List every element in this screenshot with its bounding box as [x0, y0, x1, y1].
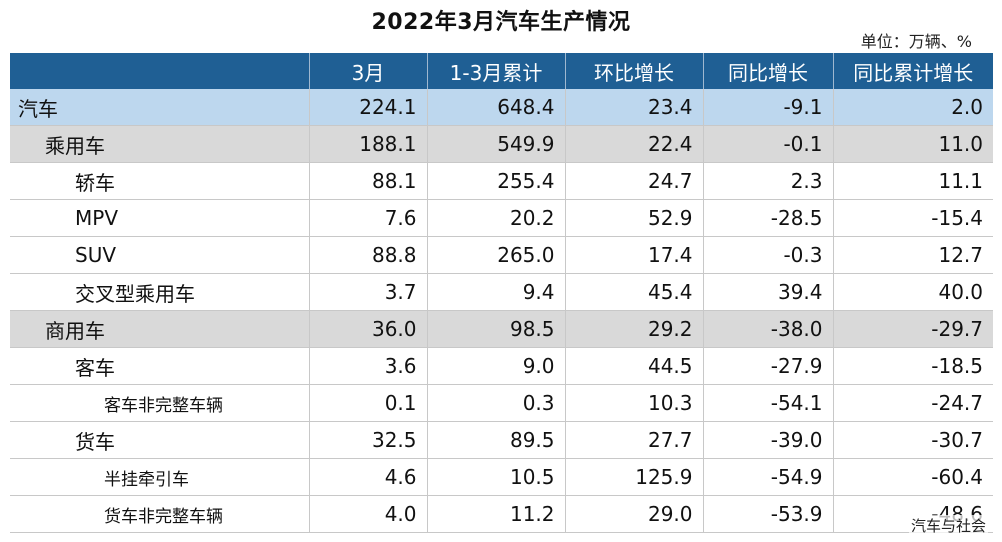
row-label: 汽车 [10, 89, 310, 126]
table-cell: 20.2 [427, 199, 566, 237]
table-cell: 11.2 [427, 495, 566, 533]
table-cell: -18.5 [833, 347, 993, 385]
row-label: 交叉型乘用车 [10, 273, 310, 311]
table-cell: -60.4 [833, 458, 993, 496]
page-title: 2022年3月汽车生产情况 [371, 10, 631, 35]
table-cell: -0.1 [703, 125, 834, 163]
row-label: 商用车 [10, 310, 310, 348]
column-header [10, 53, 310, 89]
row-label: 客车 [10, 347, 310, 385]
table-cell: 44.5 [565, 347, 704, 385]
table-cell: 3.6 [309, 347, 428, 385]
table-cell: -30.7 [833, 421, 993, 459]
production-table: 3月 1-3月累计 环比增长 同比增长 同比累计增长 汽车 224.1 648.… [10, 53, 993, 533]
table-cell: 29.2 [565, 310, 704, 348]
table-cell: -38.0 [703, 310, 834, 348]
table-row: 货车非完整车辆 4.0 11.2 29.0 -53.9 -48.6 [10, 495, 993, 533]
table-cell: -0.3 [703, 236, 834, 274]
source-watermark: 汽车与社会 [908, 515, 988, 536]
table-cell: -54.9 [703, 458, 834, 496]
column-header: 同比增长 [703, 53, 834, 89]
row-label: 乘用车 [10, 125, 310, 163]
table-row: 货车 32.5 89.5 27.7 -39.0 -30.7 [10, 421, 993, 459]
table-cell: 3.7 [309, 273, 428, 311]
table-cell: 17.4 [565, 236, 704, 274]
table-cell: 4.0 [309, 495, 428, 533]
table-cell: 29.0 [565, 495, 704, 533]
table-cell: 52.9 [565, 199, 704, 237]
table-cell: 11.1 [833, 162, 993, 200]
row-label: SUV [10, 236, 310, 274]
table-cell: 125.9 [565, 458, 704, 496]
column-header: 1-3月累计 [427, 53, 566, 89]
table-cell: 0.1 [309, 384, 428, 422]
table-header-row: 3月 1-3月累计 环比增长 同比增长 同比累计增长 [10, 53, 993, 89]
table-cell: 10.5 [427, 458, 566, 496]
table-cell: 11.0 [833, 125, 993, 163]
table-cell: 549.9 [427, 125, 566, 163]
table-cell: 224.1 [309, 89, 428, 126]
table-cell: -9.1 [703, 89, 834, 126]
table-cell: -53.9 [703, 495, 834, 533]
column-header: 3月 [309, 53, 428, 89]
table-row: 半挂牵引车 4.6 10.5 125.9 -54.9 -60.4 [10, 458, 993, 496]
column-header: 同比累计增长 [833, 53, 993, 89]
table-cell: -27.9 [703, 347, 834, 385]
table-row: 商用车 36.0 98.5 29.2 -38.0 -29.7 [10, 310, 993, 348]
table-cell: 9.4 [427, 273, 566, 311]
table-cell: -15.4 [833, 199, 993, 237]
row-label: 客车非完整车辆 [10, 384, 310, 422]
table-cell: 265.0 [427, 236, 566, 274]
table-cell: 2.0 [833, 89, 993, 126]
table-cell: -54.1 [703, 384, 834, 422]
table-cell: 36.0 [309, 310, 428, 348]
table-cell: 39.4 [703, 273, 834, 311]
table-cell: 22.4 [565, 125, 704, 163]
table-row: 乘用车 188.1 549.9 22.4 -0.1 11.0 [10, 125, 993, 163]
column-header: 环比增长 [565, 53, 704, 89]
table-cell: -29.7 [833, 310, 993, 348]
table-cell: 188.1 [309, 125, 428, 163]
table-cell: 12.7 [833, 236, 993, 274]
table-cell: 10.3 [565, 384, 704, 422]
table-cell: 89.5 [427, 421, 566, 459]
row-label: 货车非完整车辆 [10, 495, 310, 533]
table-cell: 24.7 [565, 162, 704, 200]
table-cell: 32.5 [309, 421, 428, 459]
row-label: MPV [10, 199, 310, 237]
unit-note: 单位：万辆、% [860, 32, 972, 51]
row-label: 半挂牵引车 [10, 458, 310, 496]
table-cell: -39.0 [703, 421, 834, 459]
table-cell: 4.6 [309, 458, 428, 496]
table-cell: 648.4 [427, 89, 566, 126]
table-row: 客车 3.6 9.0 44.5 -27.9 -18.5 [10, 347, 993, 385]
table-cell: -28.5 [703, 199, 834, 237]
row-label: 货车 [10, 421, 310, 459]
table-cell: 255.4 [427, 162, 566, 200]
table-row: 交叉型乘用车 3.7 9.4 45.4 39.4 40.0 [10, 273, 993, 311]
table-row: 客车非完整车辆 0.1 0.3 10.3 -54.1 -24.7 [10, 384, 993, 422]
table-cell: 0.3 [427, 384, 566, 422]
table-row: 轿车 88.1 255.4 24.7 2.3 11.1 [10, 162, 993, 200]
table-row: MPV 7.6 20.2 52.9 -28.5 -15.4 [10, 199, 993, 237]
table-cell: 27.7 [565, 421, 704, 459]
table-cell: 2.3 [703, 162, 834, 200]
table-cell: 9.0 [427, 347, 566, 385]
table-cell: 45.4 [565, 273, 704, 311]
row-label: 轿车 [10, 162, 310, 200]
table-cell: 98.5 [427, 310, 566, 348]
table-cell: 23.4 [565, 89, 704, 126]
table-cell: 88.8 [309, 236, 428, 274]
table-row: 汽车 224.1 648.4 23.4 -9.1 2.0 [10, 89, 993, 126]
table-cell: 88.1 [309, 162, 428, 200]
table-cell: -24.7 [833, 384, 993, 422]
table-row: SUV 88.8 265.0 17.4 -0.3 12.7 [10, 236, 993, 274]
table-cell: 40.0 [833, 273, 993, 311]
table-cell: 7.6 [309, 199, 428, 237]
